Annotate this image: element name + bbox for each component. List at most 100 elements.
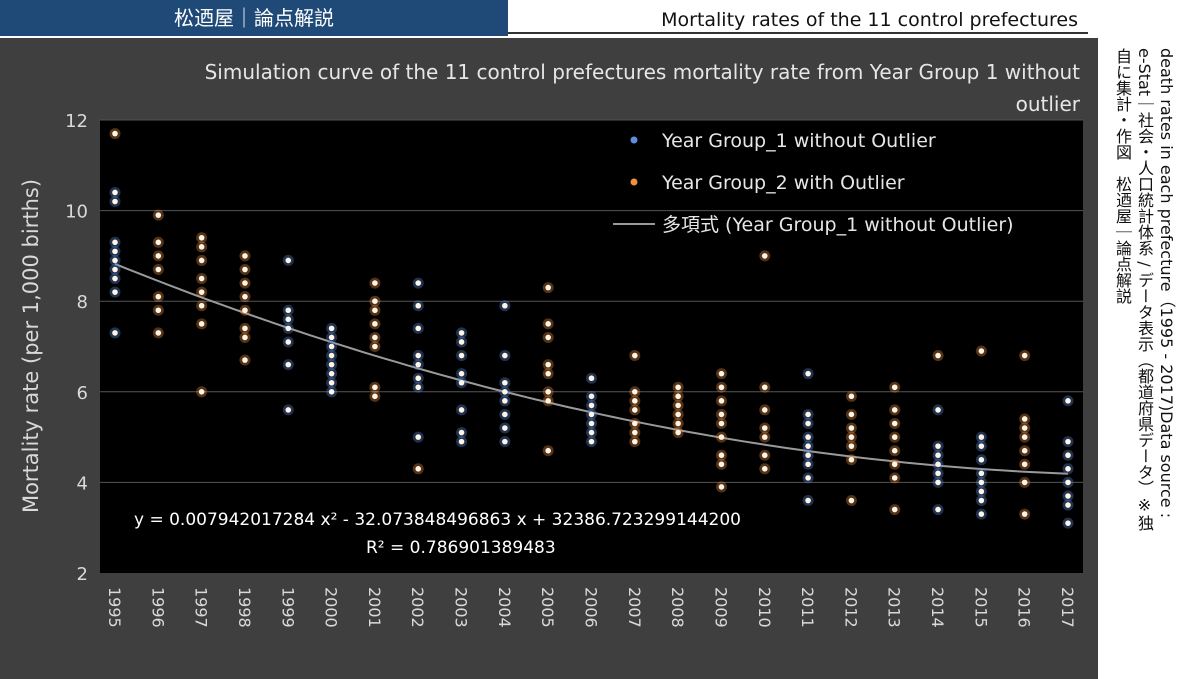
group2-point (198, 257, 205, 264)
group2-point (848, 411, 855, 418)
group1-point (415, 434, 422, 440)
group2-point (1021, 425, 1028, 431)
group1-point (588, 438, 595, 445)
group1-point (112, 266, 118, 273)
group1-point (112, 248, 118, 255)
group1-point (1065, 398, 1071, 404)
group2-point (675, 393, 681, 400)
group1-point (285, 407, 292, 413)
group1-point (458, 330, 465, 336)
group1-point (502, 352, 508, 359)
group2-point (675, 384, 681, 391)
group1-point (935, 461, 941, 468)
group1-point (458, 429, 465, 436)
group1-point (978, 456, 985, 463)
group2-point (1021, 416, 1028, 422)
group1-point (805, 452, 811, 459)
group1-point (328, 389, 335, 395)
group1-point (415, 302, 422, 309)
x-tick-label: 2003 (452, 587, 471, 628)
group1-point (978, 479, 985, 486)
group1-point (112, 330, 118, 336)
group2-point (545, 370, 551, 377)
group1-point (935, 470, 941, 477)
group2-point (891, 447, 898, 454)
group2-point (415, 466, 422, 472)
group1-point (415, 352, 422, 359)
group2-point (1021, 352, 1028, 359)
group2-point (848, 456, 855, 463)
group1-point (805, 497, 811, 504)
legend-label-group2: Year Group_2 with Outlier (661, 172, 905, 194)
group2-point (848, 393, 855, 400)
x-tick-label: 2002 (408, 587, 427, 628)
x-tick-label: 2015 (971, 587, 990, 628)
brand-tab: 松迺屋｜論点解説 (0, 0, 508, 36)
group2-point (372, 298, 378, 305)
group1-point (1065, 502, 1071, 508)
x-tick-label: 2008 (668, 587, 687, 628)
group2-point (242, 307, 248, 314)
group2-point (372, 280, 378, 286)
group2-point (242, 357, 248, 363)
group2-point (632, 438, 638, 445)
group2-point (761, 434, 768, 440)
group2-point (242, 266, 248, 273)
x-tick-label: 1998 (235, 587, 254, 628)
group2-point (848, 497, 855, 504)
group2-point (935, 352, 941, 359)
group2-point (718, 411, 725, 418)
group2-point (545, 334, 551, 341)
group1-point (502, 302, 508, 309)
source-line-3: 自に集計・作図 松迺屋｜論点解説 (1113, 48, 1132, 304)
y-axis-label: Mortality rate (per 1,000 births) (19, 179, 43, 513)
group2-point (1021, 461, 1028, 468)
group1-point (1065, 438, 1071, 445)
group2-point (155, 307, 162, 314)
group1-point (285, 307, 292, 314)
legend-marker-group1 (630, 136, 638, 144)
y-tick-label: 6 (77, 383, 88, 404)
group2-point (632, 352, 638, 359)
x-tick-label: 2011 (798, 587, 817, 628)
group2-point (848, 434, 855, 440)
group2-point (1021, 447, 1028, 454)
group1-point (805, 475, 811, 481)
group1-point (458, 339, 465, 345)
x-tick-label: 2007 (625, 587, 644, 628)
source-sidebar: death rates in each prefecture（1995 - 20… (1100, 36, 1200, 679)
y-tick-label: 8 (77, 292, 88, 313)
x-tick-label: 1995 (105, 587, 124, 628)
group1-point (328, 361, 335, 368)
group1-point (935, 506, 941, 513)
group1-point (1065, 479, 1071, 486)
group2-point (675, 429, 681, 436)
group1-point (588, 402, 595, 409)
group2-point (372, 393, 378, 400)
group2-point (718, 484, 725, 490)
group2-point (242, 253, 248, 259)
group1-point (112, 198, 118, 205)
source-line-2: e-Stat｜社会・人口統計体系 / データ表示（都道府県データ）※独 (1135, 48, 1154, 531)
series-group2-points (109, 128, 1031, 520)
group1-point (112, 189, 118, 196)
group1-point (805, 411, 811, 418)
legend-marker-group2 (630, 178, 638, 186)
group2-point (372, 307, 378, 314)
group2-point (761, 384, 768, 391)
y-tick-label: 10 (65, 202, 88, 223)
group1-point (978, 434, 985, 440)
group2-point (761, 466, 768, 472)
group1-point (502, 438, 508, 445)
group1-point (935, 407, 941, 413)
group1-point (588, 393, 595, 400)
group1-point (1065, 520, 1071, 526)
group2-point (718, 398, 725, 404)
group2-point (545, 284, 551, 291)
x-tick-label: 1996 (148, 587, 167, 628)
group2-point (718, 384, 725, 391)
group2-point (718, 434, 725, 440)
group2-point (545, 398, 551, 404)
group2-point (198, 321, 205, 327)
group1-point (502, 411, 508, 418)
